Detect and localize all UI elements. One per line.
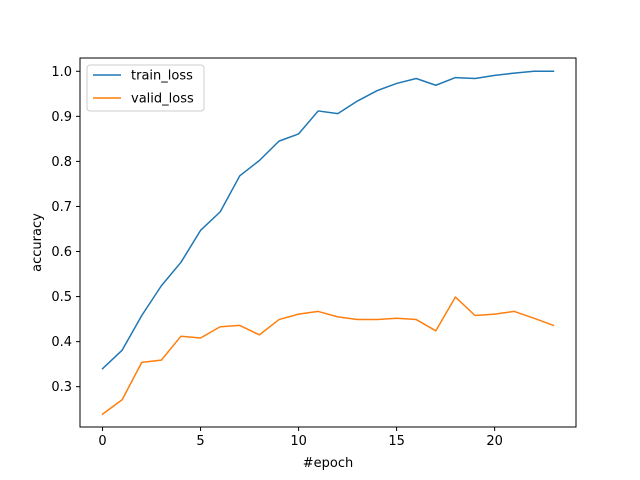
y-tick-label: 0.9 (51, 110, 72, 125)
x-tick-label: 0 (98, 434, 106, 449)
y-tick-label: 0.3 (51, 380, 72, 395)
legend-label-valid-loss: valid_loss (131, 92, 194, 107)
y-tick-label: 1.0 (51, 65, 72, 80)
legend: train_loss valid_loss (86, 64, 205, 112)
legend-box (86, 64, 205, 112)
y-tick-label: 0.7 (51, 200, 72, 215)
series-line-train-loss (101, 70, 555, 370)
y-tick-label: 0.8 (51, 155, 72, 170)
y-tick-label: 0.4 (51, 335, 72, 350)
x-tick-label: 20 (486, 434, 503, 449)
series-line-valid-loss (101, 296, 555, 416)
legend-label-train-loss: train_loss (131, 69, 193, 84)
x-axis-label: #epoch (303, 456, 353, 471)
y-axis-label: accuracy (30, 213, 45, 272)
y-tick-label: 0.6 (51, 245, 72, 260)
plot-frame (79, 57, 577, 428)
x-tick-label: 15 (388, 434, 405, 449)
x-tick-label: 10 (290, 434, 307, 449)
y-axis: 0.3 0.4 0.5 0.6 0.7 0.8 0.9 1.0 (51, 65, 80, 395)
y-tick-label: 0.5 (51, 290, 72, 305)
x-axis: 0 5 10 15 20 (98, 427, 503, 449)
x-tick-label: 5 (196, 434, 204, 449)
series-layer (101, 70, 555, 416)
